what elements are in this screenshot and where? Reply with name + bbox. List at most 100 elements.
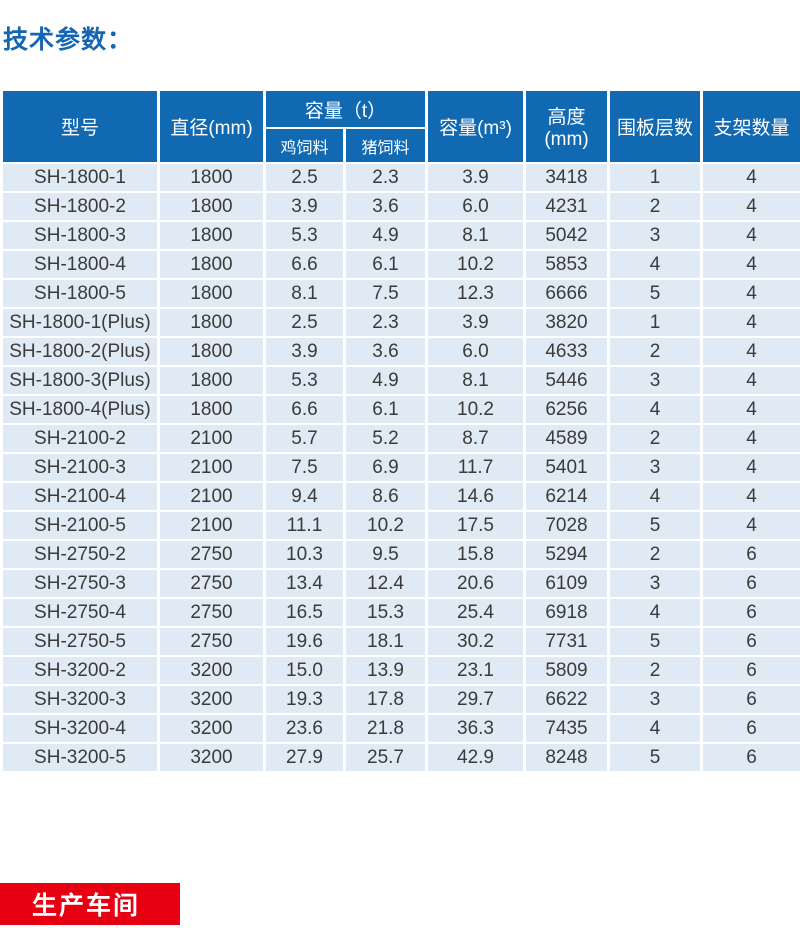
cell-model: SH-3200-2 bbox=[0, 655, 160, 686]
cell-panel-layers: 4 bbox=[607, 713, 703, 744]
cell-capacity-m3: 29.7 bbox=[425, 684, 526, 715]
header-chicken-feed: 鸡饲料 bbox=[263, 127, 346, 164]
cell-pig-feed: 25.7 bbox=[343, 742, 428, 773]
cell-chicken-feed: 6.6 bbox=[263, 394, 346, 425]
cell-diameter: 2100 bbox=[157, 510, 266, 541]
cell-pig-feed: 3.6 bbox=[343, 191, 428, 222]
cell-bracket-count: 4 bbox=[700, 191, 800, 222]
cell-diameter: 1800 bbox=[157, 307, 266, 338]
cell-capacity-m3: 36.3 bbox=[425, 713, 526, 744]
cell-pig-feed: 5.2 bbox=[343, 423, 428, 454]
cell-height: 6666 bbox=[523, 278, 610, 309]
cell-pig-feed: 3.6 bbox=[343, 336, 428, 367]
cell-capacity-m3: 25.4 bbox=[425, 597, 526, 628]
cell-panel-layers: 5 bbox=[607, 742, 703, 773]
cell-pig-feed: 10.2 bbox=[343, 510, 428, 541]
cell-chicken-feed: 7.5 bbox=[263, 452, 346, 483]
cell-model: SH-1800-3(Plus) bbox=[0, 365, 160, 396]
cell-height: 5809 bbox=[523, 655, 610, 686]
cell-bracket-count: 6 bbox=[700, 626, 800, 657]
cell-capacity-m3: 8.1 bbox=[425, 220, 526, 251]
cell-pig-feed: 7.5 bbox=[343, 278, 428, 309]
cell-height: 6918 bbox=[523, 597, 610, 628]
cell-model: SH-3200-4 bbox=[0, 713, 160, 744]
cell-capacity-m3: 30.2 bbox=[425, 626, 526, 657]
cell-panel-layers: 4 bbox=[607, 394, 703, 425]
table-row: SH-3200-3 3200 19.3 17.8 29.7 6622 3 6 bbox=[0, 684, 800, 715]
cell-model: SH-2100-5 bbox=[0, 510, 160, 541]
cell-bracket-count: 4 bbox=[700, 162, 800, 193]
header-model: 型号 bbox=[0, 89, 160, 164]
table-row: SH-1800-3(Plus) 1800 5.3 4.9 8.1 5446 3 4 bbox=[0, 365, 800, 396]
cell-capacity-m3: 20.6 bbox=[425, 568, 526, 599]
cell-bracket-count: 4 bbox=[700, 307, 800, 338]
cell-panel-layers: 5 bbox=[607, 510, 703, 541]
header-row-2: 鸡饲料 猪饲料 bbox=[2, 127, 800, 164]
cell-diameter: 3200 bbox=[157, 742, 266, 773]
cell-pig-feed: 4.9 bbox=[343, 220, 428, 251]
cell-chicken-feed: 27.9 bbox=[263, 742, 346, 773]
cell-chicken-feed: 3.9 bbox=[263, 191, 346, 222]
cell-bracket-count: 6 bbox=[700, 655, 800, 686]
cell-panel-layers: 5 bbox=[607, 278, 703, 309]
cell-diameter: 1800 bbox=[157, 191, 266, 222]
cell-diameter: 1800 bbox=[157, 162, 266, 193]
cell-panel-layers: 2 bbox=[607, 655, 703, 686]
cell-capacity-m3: 10.2 bbox=[425, 249, 526, 280]
cell-height: 6109 bbox=[523, 568, 610, 599]
cell-diameter: 2750 bbox=[157, 539, 266, 570]
cell-diameter: 1800 bbox=[157, 249, 266, 280]
header-capacity-m3: 容量(m³) bbox=[425, 89, 526, 164]
cell-height: 5294 bbox=[523, 539, 610, 570]
cell-chicken-feed: 5.3 bbox=[263, 220, 346, 251]
cell-capacity-m3: 12.3 bbox=[425, 278, 526, 309]
cell-pig-feed: 17.8 bbox=[343, 684, 428, 715]
table-row: SH-1800-1(Plus) 1800 2.5 2.3 3.9 3820 1 4 bbox=[0, 307, 800, 338]
cell-pig-feed: 9.5 bbox=[343, 539, 428, 570]
cell-model: SH-1800-2(Plus) bbox=[0, 336, 160, 367]
cell-diameter: 2100 bbox=[157, 452, 266, 483]
cell-diameter: 2750 bbox=[157, 568, 266, 599]
header-row-1: 型号 直径(mm) 容量（t） 容量(m³) 高度(mm) 围板层数 支架数量 bbox=[0, 89, 800, 164]
cell-chicken-feed: 19.6 bbox=[263, 626, 346, 657]
table-row: SH-2100-4 2100 9.4 8.6 14.6 6214 4 4 bbox=[0, 481, 800, 512]
header-diameter: 直径(mm) bbox=[157, 89, 266, 164]
section-banner-production-workshop: 生产车间 bbox=[0, 883, 180, 925]
page-title: 技术参数： bbox=[3, 26, 134, 54]
cell-chicken-feed: 8.1 bbox=[263, 278, 346, 309]
cell-capacity-m3: 10.2 bbox=[425, 394, 526, 425]
cell-model: SH-3200-3 bbox=[0, 684, 160, 715]
cell-height: 7435 bbox=[523, 713, 610, 744]
spec-table-body: SH-1800-1 1800 2.5 2.3 3.9 3418 1 4 SH-1800-2 180… bbox=[0, 162, 800, 773]
cell-chicken-feed: 5.7 bbox=[263, 423, 346, 454]
cell-model: SH-2100-3 bbox=[0, 452, 160, 483]
table-row: SH-1800-3 1800 5.3 4.9 8.1 5042 3 4 bbox=[0, 220, 800, 251]
cell-bracket-count: 6 bbox=[700, 684, 800, 715]
cell-pig-feed: 6.9 bbox=[343, 452, 428, 483]
cell-diameter: 2750 bbox=[157, 597, 266, 628]
cell-panel-layers: 5 bbox=[607, 626, 703, 657]
cell-bracket-count: 6 bbox=[700, 568, 800, 599]
cell-diameter: 3200 bbox=[157, 713, 266, 744]
cell-bracket-count: 6 bbox=[700, 539, 800, 570]
cell-panel-layers: 2 bbox=[607, 336, 703, 367]
cell-pig-feed: 13.9 bbox=[343, 655, 428, 686]
cell-panel-layers: 2 bbox=[607, 423, 703, 454]
cell-height: 3418 bbox=[523, 162, 610, 193]
cell-height: 8248 bbox=[523, 742, 610, 773]
cell-pig-feed: 15.3 bbox=[343, 597, 428, 628]
cell-pig-feed: 8.6 bbox=[343, 481, 428, 512]
cell-chicken-feed: 11.1 bbox=[263, 510, 346, 541]
cell-capacity-m3: 17.5 bbox=[425, 510, 526, 541]
cell-chicken-feed: 19.3 bbox=[263, 684, 346, 715]
table-row: SH-1800-4 1800 6.6 6.1 10.2 5853 4 4 bbox=[0, 249, 800, 280]
cell-pig-feed: 6.1 bbox=[343, 394, 428, 425]
header-panel-layers: 围板层数 bbox=[607, 89, 703, 164]
cell-diameter: 2100 bbox=[157, 423, 266, 454]
table-row: SH-1800-2 1800 3.9 3.6 6.0 4231 2 4 bbox=[0, 191, 800, 222]
cell-capacity-m3: 6.0 bbox=[425, 336, 526, 367]
cell-chicken-feed: 10.3 bbox=[263, 539, 346, 570]
cell-height: 7028 bbox=[523, 510, 610, 541]
cell-model: SH-1800-3 bbox=[0, 220, 160, 251]
table-row: SH-1800-5 1800 8.1 7.5 12.3 6666 5 4 bbox=[0, 278, 800, 309]
